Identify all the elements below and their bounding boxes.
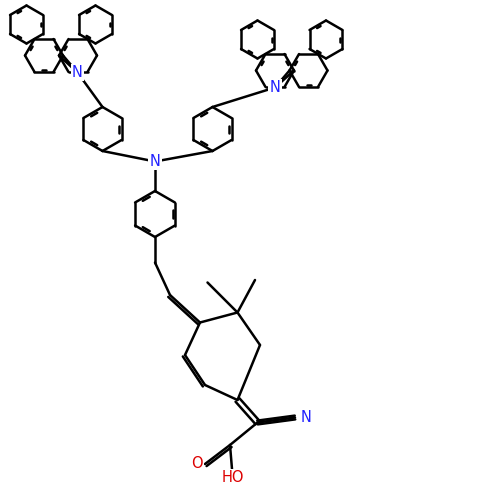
Text: N: N: [72, 65, 83, 80]
Text: N: N: [150, 154, 160, 169]
Text: N: N: [301, 410, 312, 425]
Text: O: O: [191, 456, 202, 471]
Text: N: N: [270, 80, 280, 95]
Text: HO: HO: [222, 470, 244, 485]
